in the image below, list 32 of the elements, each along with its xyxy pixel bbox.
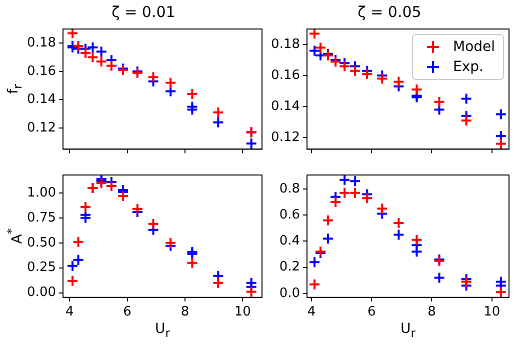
y-tick-label: 0.50 [27,235,56,250]
y-tick-label: 0.8 [279,181,300,196]
y-tick-label: 0.18 [27,36,56,51]
y-tick-label: 1.00 [27,185,56,200]
x-tick-label: 6 [367,304,376,320]
x-tick-label: 8 [180,304,190,320]
y-tick-label: 0.0 [279,286,300,301]
y-tick-label: 0.18 [271,36,300,52]
x-tick-label: 4 [65,304,74,320]
y-tick-label: 0.2 [279,260,300,275]
x-tick-label: 10 [484,304,500,320]
x-axis-title: U$_{r}$ [400,321,416,340]
legend-label: Exp. [453,59,484,75]
x-tick-label: 8 [428,304,436,320]
y-tick-label: 0.6 [279,207,300,222]
y-tick-label: 0.4 [279,234,300,249]
y-tick-label: 0.14 [271,98,300,114]
x-tick-label: 4 [307,304,316,320]
y-tick-label: 0.00 [27,285,56,300]
chart-title: ζ = 0.01 [112,2,176,21]
x-axis-title: U$_{r}$ [155,321,170,340]
legend-label: Model [453,39,496,55]
y-tick-label: 0.12 [271,130,300,145]
y-tick-label: 0.14 [27,92,56,108]
y-tick-label: 0.75 [27,210,56,226]
y-tick-label: 0.25 [27,260,56,276]
y-tick-label: 0.16 [271,68,300,83]
x-tick-label: 10 [234,304,251,320]
y-tick-label: 0.16 [27,64,56,79]
y-tick-label: 0.12 [27,120,56,136]
chart-title: ζ = 0.05 [358,2,422,21]
x-tick-label: 6 [123,304,132,320]
